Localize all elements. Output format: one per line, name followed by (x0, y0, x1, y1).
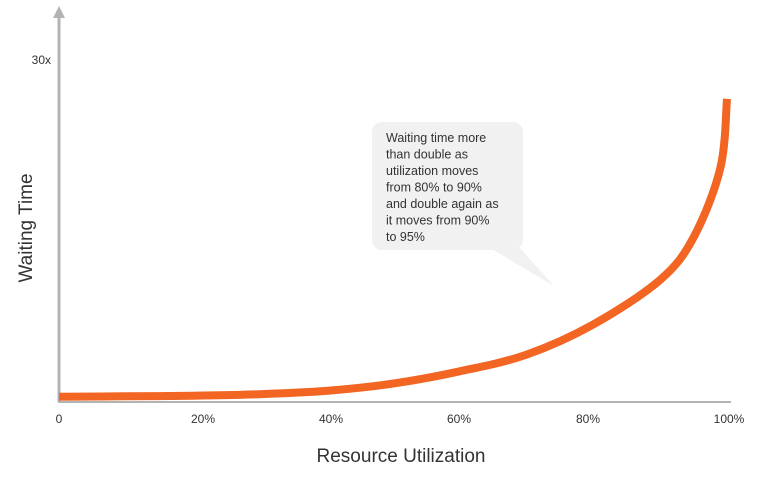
annotation-callout: Waiting time more than double as utiliza… (372, 122, 554, 286)
callout-line: to 95% (386, 230, 425, 244)
x-tick-label: 80% (576, 412, 600, 426)
callout-pointer (490, 248, 554, 286)
callout-line: and double again as (386, 197, 499, 211)
callout-line: Waiting time more (386, 131, 486, 145)
callout-line: than double as (386, 148, 468, 162)
callout-line: it moves from 90% (386, 214, 490, 228)
x-axis-title: Resource Utilization (317, 446, 486, 467)
x-tick-label: 40% (319, 412, 343, 426)
callout-box (372, 122, 523, 250)
x-tick-label: 20% (191, 412, 215, 426)
x-tick-label: 0 (56, 412, 63, 426)
y-tick-label: 30x (32, 53, 51, 67)
callout-line: from 80% to 90% (386, 181, 482, 195)
y-axis-title: Waiting Time (16, 173, 37, 282)
waiting-time-curve (58, 98, 731, 401)
x-tick-label: 100% (714, 412, 745, 426)
callout-line: utilization moves (386, 164, 478, 178)
callout-text: Waiting time more than double as utiliza… (386, 131, 502, 244)
x-tick-label: 60% (447, 412, 471, 426)
y-axis-arrow (53, 6, 65, 18)
